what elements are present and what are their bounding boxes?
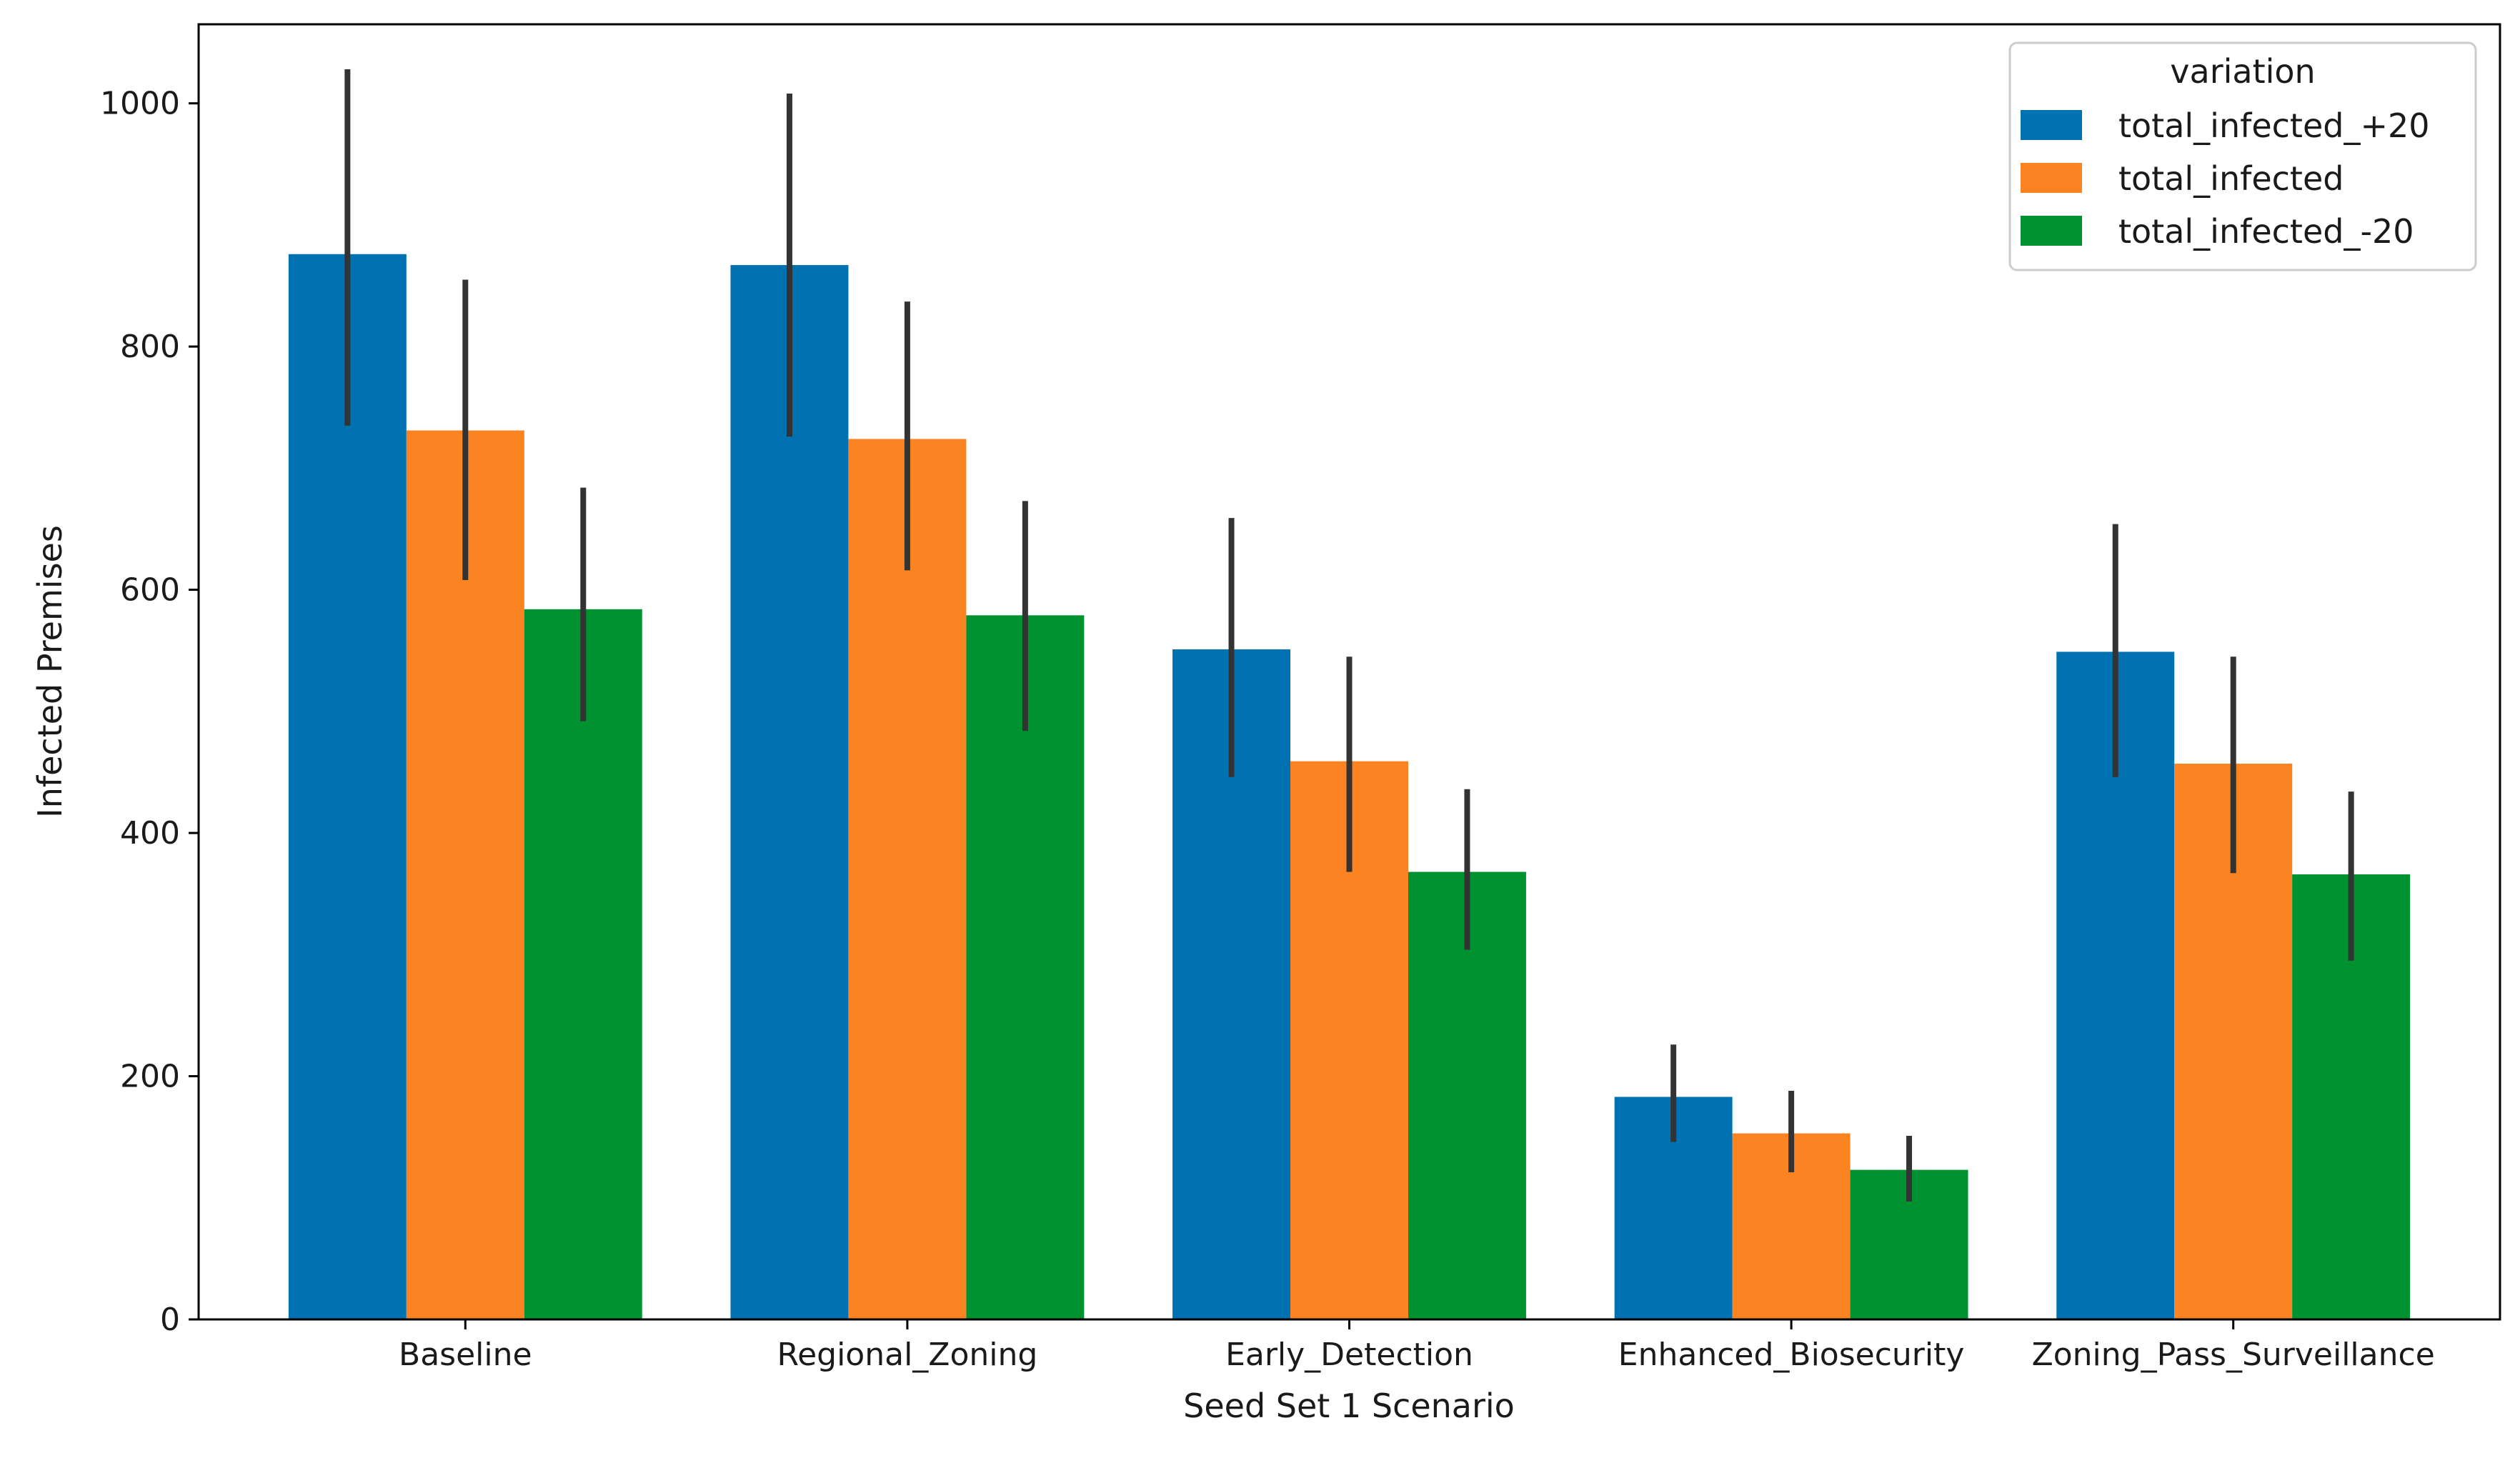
- x-tick-label: Early_Detection: [1225, 1337, 1473, 1373]
- legend-swatch: [2021, 216, 2082, 246]
- legend-label: total_infected_-20: [2118, 212, 2414, 251]
- y-axis: 0 200 400 600 800 1000: [100, 86, 199, 1338]
- bar: [730, 265, 849, 1319]
- y-tick-label: 200: [120, 1059, 180, 1095]
- bar: [288, 254, 407, 1319]
- x-axis: Baseline Regional_Zoning Early_Detection En…: [399, 1319, 2435, 1373]
- legend-label: total_infected_+20: [2118, 106, 2430, 145]
- legend-box: [2008, 41, 2477, 271]
- bars-layer: [288, 254, 2411, 1320]
- legend-swatch: [2021, 110, 2082, 140]
- y-tick-label: 800: [120, 329, 180, 365]
- legend-label: total_infected: [2118, 159, 2344, 198]
- x-tick-label: Enhanced_Biosecurity: [1618, 1337, 1965, 1373]
- x-tick-label: Zoning_Pass_Surveillance: [2032, 1337, 2435, 1373]
- bar: [966, 615, 1085, 1319]
- x-axis-title: Seed Set 1 Scenario: [1183, 1387, 1515, 1425]
- y-axis-title: Infected Premises: [31, 525, 69, 818]
- x-tick-label: Baseline: [399, 1337, 532, 1373]
- legend-swatch: [2021, 163, 2082, 193]
- y-tick-label: 1000: [100, 86, 180, 122]
- y-tick-label: 600: [120, 572, 180, 609]
- y-tick-label: 0: [160, 1302, 180, 1338]
- legend: variation total_infected_+20 total_infect…: [2008, 41, 2477, 271]
- bar: [848, 439, 967, 1319]
- legend-title: variation: [2170, 52, 2315, 91]
- error-bars-layer: [344, 69, 2354, 1202]
- bar: [524, 609, 642, 1319]
- x-tick-label: Regional_Zoning: [777, 1337, 1037, 1373]
- y-tick-label: 400: [120, 815, 180, 852]
